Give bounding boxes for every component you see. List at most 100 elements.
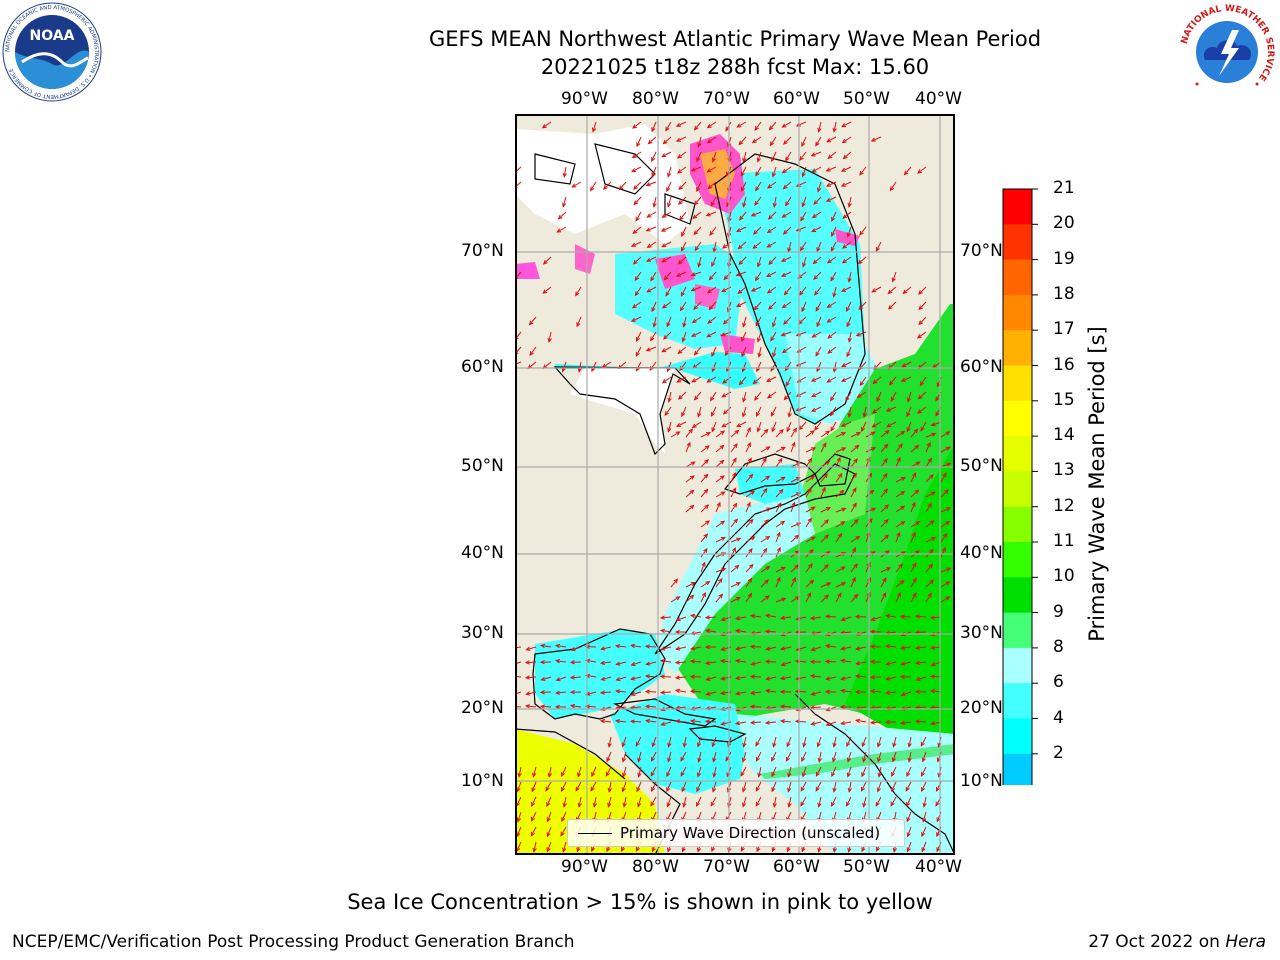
wave-arrowhead [675, 422, 681, 427]
wave-arrowhead [719, 475, 725, 480]
wave-arrowhead [633, 200, 639, 206]
wave-arrow [805, 580, 814, 588]
wave-arrowhead [846, 307, 851, 313]
wave-arrowhead [528, 320, 534, 326]
colorbar-tick-label: 18 [1053, 283, 1075, 304]
wave-arrow [892, 751, 897, 762]
wave-arrow [616, 690, 627, 693]
wave-arrow [742, 781, 747, 792]
wave-arrowhead [561, 787, 566, 793]
wave-arrowhead [674, 688, 681, 694]
wave-arrowhead [606, 847, 611, 853]
wave-arrowhead [815, 771, 820, 777]
wave-arrowhead [801, 202, 806, 208]
wave-arrowhead [942, 472, 947, 478]
wave-arrow [775, 597, 786, 603]
wave-arrow [606, 751, 612, 762]
wave-arrow [616, 661, 627, 665]
wave-arrowhead [809, 659, 815, 665]
wave-arrow [715, 460, 724, 468]
wave-arrow [886, 631, 897, 634]
wave-arrowhead [762, 457, 767, 463]
wave-arrowhead [707, 184, 713, 190]
wave-arrow [575, 286, 582, 296]
wave-arrowhead [748, 547, 753, 553]
wave-arrowhead [554, 658, 561, 664]
wave-arrowhead [677, 349, 683, 355]
wave-arrowhead [651, 787, 656, 793]
wave-arrow [715, 445, 724, 453]
wave-arrow [676, 136, 687, 142]
wave-arrowhead [622, 802, 627, 808]
wave-arrowhead [870, 431, 876, 436]
wave-arrowhead [660, 646, 666, 651]
wave-arrow [815, 766, 822, 777]
wave-arrow [865, 431, 875, 438]
wave-arrow [736, 616, 747, 620]
wave-arrow [635, 361, 642, 372]
wave-arrow [895, 431, 905, 438]
wave-arrow [870, 721, 882, 724]
wave-arrow [895, 521, 905, 528]
colorbar-segment [1003, 294, 1032, 331]
wave-arrow [871, 286, 882, 293]
wave-arrow [918, 286, 927, 295]
wave-arrow [850, 519, 859, 528]
wave-arrow [563, 166, 567, 177]
wave-arrowhead [678, 185, 684, 191]
wave-arrow [577, 766, 582, 777]
wave-arrowhead [652, 202, 657, 208]
wave-arrowhead [650, 336, 655, 342]
wave-arrowhead [920, 741, 925, 747]
wave-arrowhead [832, 127, 837, 133]
wave-arrowhead [659, 615, 665, 620]
wave-arrowhead [869, 659, 875, 664]
noaa-text: NOAA [30, 28, 75, 44]
wave-arrow [766, 614, 777, 618]
wave-arrowhead [689, 613, 696, 619]
wave-arrow [796, 331, 807, 337]
wave-arrowhead [841, 258, 847, 264]
wave-arrowhead [732, 457, 737, 463]
wave-arrow [796, 676, 807, 680]
wave-arrowhead [809, 674, 816, 679]
wave-arrowhead [679, 306, 685, 312]
wave-arrowhead [866, 591, 871, 597]
wave-arrowhead [795, 477, 801, 481]
wave-arrow [781, 331, 792, 336]
wave-arrowhead [854, 444, 860, 450]
wave-arrow [660, 676, 672, 678]
wave-arrow [769, 136, 777, 146]
wave-arrow [880, 473, 888, 483]
wave-arrowhead [841, 123, 847, 128]
wave-arrowhead [801, 307, 806, 313]
wave-arrow [683, 736, 687, 747]
wave-arrowhead [637, 757, 642, 763]
wave-arrow [756, 406, 762, 417]
footer-credit: NCEP/EMC/Verification Post Processing Pr… [12, 932, 575, 952]
wave-arrow [858, 256, 867, 264]
wave-arrow [705, 720, 717, 723]
wave-arrow [850, 503, 857, 513]
wave-arrowhead [525, 646, 531, 651]
wave-arrow [693, 226, 702, 235]
wave-arrow [805, 430, 815, 438]
wave-arrowhead [735, 646, 741, 651]
wave-arrowhead [742, 322, 747, 328]
wave-arrow [736, 630, 747, 633]
wave-arrow [835, 447, 846, 453]
wave-arrowhead [762, 487, 768, 493]
wave-arrow [811, 646, 822, 651]
wave-arrow [846, 796, 852, 807]
wave-arrowhead [853, 458, 858, 464]
wave-arrowhead [738, 380, 744, 386]
wave-arrowhead [735, 302, 742, 308]
wave-arrow [841, 616, 852, 621]
wave-arrow [904, 166, 912, 175]
wave-arrowhead [531, 816, 535, 822]
wave-arrow [800, 781, 807, 792]
wave-arrow [661, 346, 672, 353]
wave-arrowhead [915, 676, 921, 682]
wave-arrowhead [701, 591, 706, 597]
wave-arrowhead [720, 646, 726, 651]
